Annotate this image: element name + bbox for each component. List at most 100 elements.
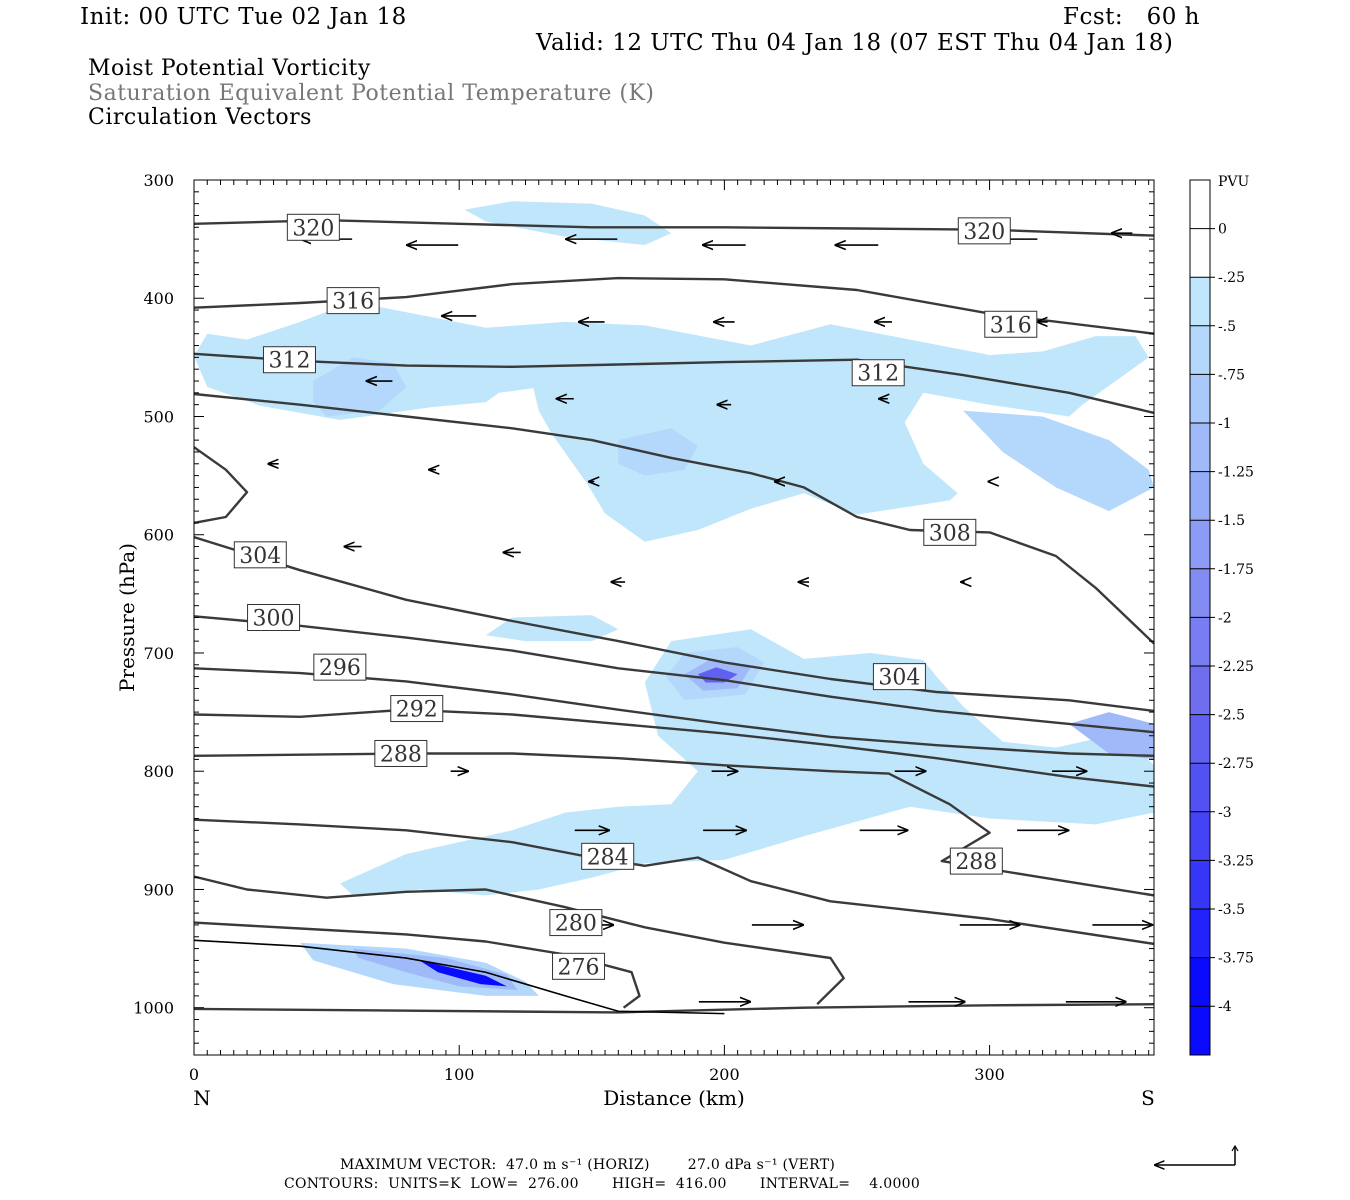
y-tick-label: 900: [143, 880, 174, 899]
y-tick-label: 700: [143, 644, 174, 663]
pv-fill-region: [1069, 712, 1154, 760]
y-axis-label: Pressure (hPa): [115, 543, 139, 692]
colorbar-label: -.75: [1218, 367, 1245, 383]
contour-label: 300: [253, 607, 295, 632]
contour-label: 284: [587, 845, 629, 870]
contour-label-box: [233, 541, 287, 569]
contour-label: 304: [239, 544, 281, 569]
x-tick-label: 0: [189, 1065, 199, 1084]
contour-label-box: [549, 909, 603, 937]
contour-label-box: [390, 695, 444, 723]
cross-section-chart: 320 320 316 316 312 312 308 304 304 300 296 292 288 2…: [115, 171, 1254, 1110]
contour-label: 280: [555, 912, 597, 937]
colorbar-swatch: [1190, 617, 1210, 666]
colorbar-label: -.25: [1218, 270, 1245, 286]
contour-label: 296: [319, 656, 361, 681]
contour-label-box: [374, 739, 428, 767]
y-tick-label: 800: [143, 762, 174, 781]
pv-fill-region: [618, 428, 698, 476]
theta-contour-284: [194, 818, 1154, 946]
contour-label-box: [851, 359, 905, 387]
pv-fill-region: [419, 960, 507, 987]
contour-label: 312: [268, 349, 310, 374]
colorbar-label: -3.5: [1218, 902, 1245, 918]
theta-contour-300: [194, 615, 1154, 734]
contour-label: 276: [558, 955, 600, 980]
colorbar-label: -.5: [1218, 319, 1236, 335]
colorbar-swatch: [1190, 763, 1210, 812]
forecast-hour: Fcst: 60 h: [1063, 4, 1200, 30]
x-tick-label: 200: [709, 1065, 740, 1084]
colorbar-label: -2.25: [1218, 659, 1254, 675]
colorbar-label: -4: [1218, 999, 1232, 1015]
colorbar-label: -1.75: [1218, 562, 1254, 578]
contour-label: 288: [380, 742, 422, 767]
theta-contour-280: [194, 875, 845, 1006]
y-tick-label: 600: [143, 526, 174, 545]
contour-label-box: [552, 952, 606, 980]
max-vector-note: MAXIMUM VECTOR: 47.0 m s⁻¹ (HORIZ) 27.0 …: [340, 1157, 836, 1173]
init-time: Init: 00 UTC Tue 02 Jan 18: [80, 4, 407, 30]
colorbar-swatch: [1190, 180, 1210, 229]
contour-info-note: CONTOURS: UNITS=K LOW= 276.00 HIGH= 416.…: [284, 1176, 921, 1192]
colorbar-label: -2.5: [1218, 708, 1245, 724]
colorbar-title: PVU: [1218, 174, 1250, 190]
colorbar-swatch: [1190, 860, 1210, 909]
field-title-pv: Moist Potential Vorticity: [88, 56, 371, 81]
colorbar-swatch: [1190, 568, 1210, 618]
contour-label-box: [949, 847, 1003, 875]
contour-label: 288: [955, 850, 997, 875]
x-axis-label: Distance (km): [603, 1086, 745, 1110]
pv-fill-region: [194, 301, 1149, 542]
contour-label-box: [262, 346, 316, 374]
pv-fill-region: [963, 410, 1154, 512]
colorbar-swatch: [1190, 520, 1210, 569]
y-tick-label: 1000: [133, 999, 174, 1018]
contour-label-box: [923, 518, 977, 546]
contour-label: 316: [332, 290, 374, 315]
colorbar-swatch: [1190, 714, 1210, 764]
colorbar-swatch: [1190, 471, 1210, 521]
colorbar-swatch: [1190, 374, 1210, 423]
pv-fill-region: [339, 629, 1154, 896]
field-title-vectors: Circulation Vectors: [88, 105, 312, 130]
colorbar-swatch: [1190, 325, 1210, 375]
pv-fill-region: [313, 357, 407, 417]
colorbar-label: -2.75: [1218, 756, 1254, 772]
terrain-line: [194, 939, 725, 1015]
colorbar-label: -1.5: [1218, 513, 1245, 529]
theta-contour-312: [194, 352, 1154, 415]
colorbar-swatch: [1190, 228, 1210, 278]
contour-label: 316: [990, 313, 1032, 338]
x-tick-label: 100: [444, 1065, 475, 1084]
y-tick-label: 400: [143, 289, 174, 308]
contour-label: 320: [292, 216, 334, 241]
y-tick-label: 300: [143, 171, 174, 190]
theta-contour-276: [194, 921, 641, 1009]
colorbar-label: -1.25: [1218, 465, 1254, 481]
field-title-theta: Saturation Equivalent Potential Temperat…: [88, 81, 655, 106]
colorbar-label: -3.75: [1218, 951, 1254, 967]
contour-label: 292: [396, 698, 438, 723]
contour-label-box: [581, 842, 635, 870]
colorbar-label: -3.25: [1218, 853, 1254, 869]
colorbar-label: -3: [1218, 805, 1232, 821]
south-label: S: [1141, 1086, 1155, 1110]
colorbar-label: -2: [1218, 610, 1232, 626]
reference-vector-icon: [1150, 1144, 1250, 1189]
contour-label-box: [872, 663, 926, 691]
colorbar-label: -1: [1218, 416, 1232, 432]
pv-fill-region: [464, 201, 672, 245]
theta-contour-304: [194, 535, 1154, 713]
contour-label-box: [313, 653, 367, 681]
colorbar-swatch: [1190, 423, 1210, 472]
colorbar-swatch: [1190, 666, 1210, 715]
contour-label: 304: [878, 666, 920, 691]
y-tick-label: 500: [143, 407, 174, 426]
contour-label-box: [247, 604, 301, 631]
valid-time: Valid: 12 UTC Thu 04 Jan 18 (07 EST Thu …: [536, 30, 1174, 56]
theta-contour-304: [194, 446, 249, 525]
contour-label: 320: [963, 220, 1005, 245]
theta-contour-292: [194, 708, 1154, 788]
x-tick-label: 300: [974, 1065, 1005, 1084]
